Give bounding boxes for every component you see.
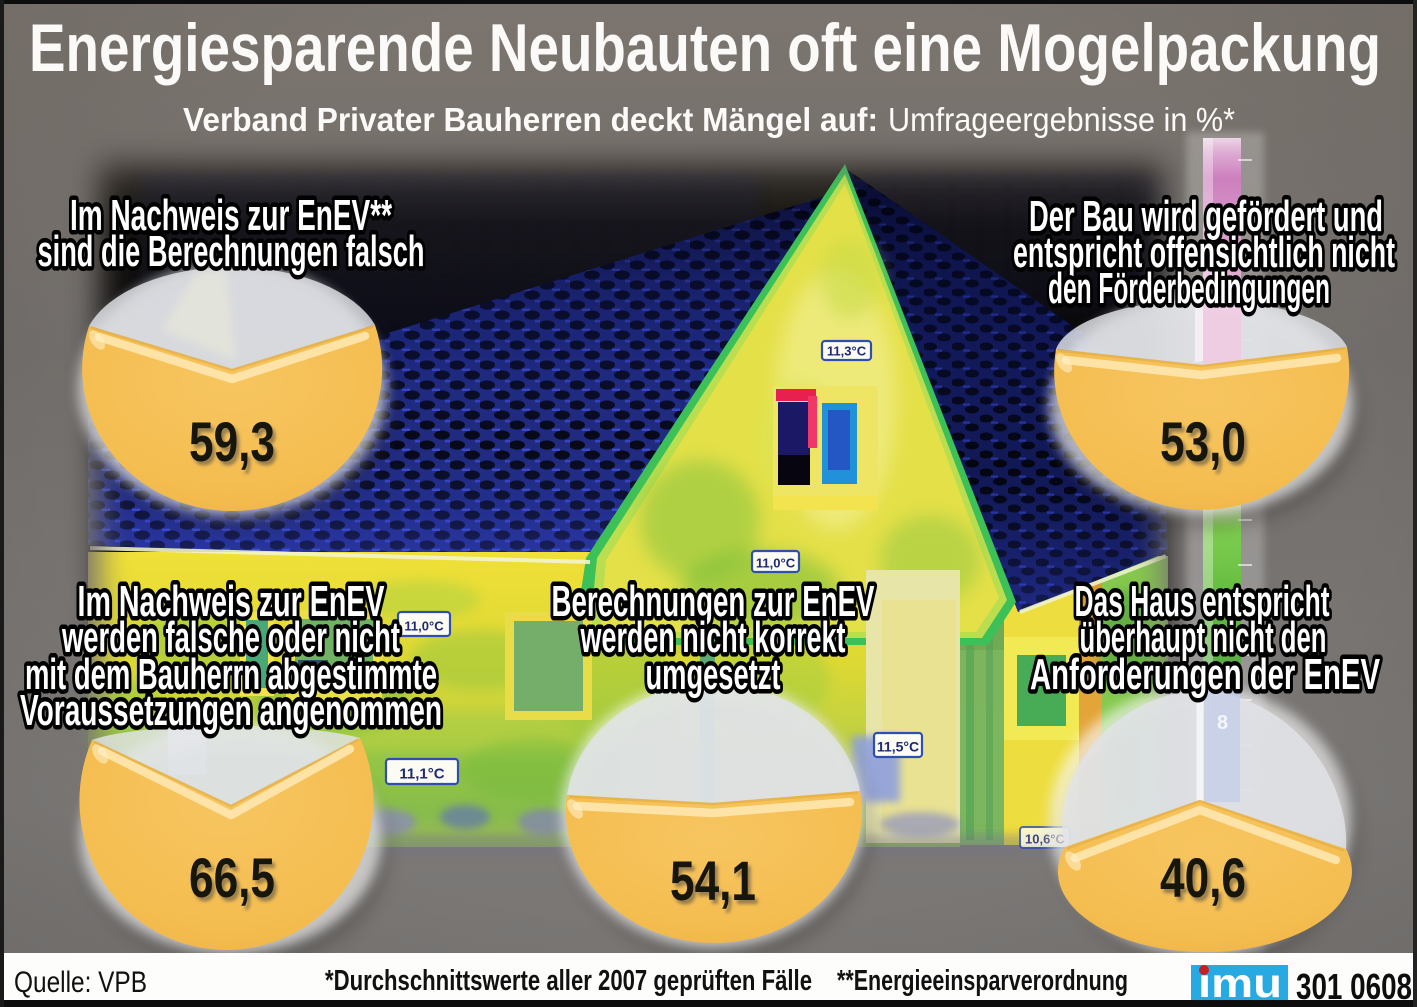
svg-text:54,1: 54,1: [670, 849, 756, 912]
svg-text:*Durchschnittswerte aller 2007: *Durchschnittswerte aller 2007 geprüften…: [325, 965, 812, 997]
svg-text:40,6: 40,6: [1160, 846, 1246, 909]
svg-text:sind die Berechnungen falsch: sind die Berechnungen falsch: [38, 227, 425, 276]
svg-text:8: 8: [1217, 712, 1228, 734]
svg-text:Voraussetzungen angenommen: Voraussetzungen angenommen: [20, 686, 442, 735]
svg-text:Berechnungen zur EnEV: Berechnungen zur EnEV: [552, 577, 875, 626]
svg-text:59,3: 59,3: [189, 410, 275, 473]
svg-text:umgesetzt: umgesetzt: [646, 650, 781, 699]
svg-text:überhaupt nicht den: überhaupt nicht den: [1080, 613, 1327, 662]
svg-text:Das Haus entspricht: Das Haus entspricht: [1075, 577, 1330, 626]
svg-text:werden nicht korrekt: werden nicht korrekt: [580, 613, 846, 662]
svg-text:den Förderbedingungen: den Förderbedingungen: [1048, 264, 1330, 313]
svg-text:ımu: ımu: [1198, 960, 1282, 1006]
svg-text:entspricht offensichtlich nich: entspricht offensichtlich nicht: [1013, 228, 1395, 277]
svg-text:11,0°C: 11,0°C: [404, 619, 444, 634]
svg-text:Im Nachweis zur EnEV**: Im Nachweis zur EnEV**: [70, 191, 393, 240]
svg-text:**Energieeinsparverordnung: **Energieeinsparverordnung: [837, 965, 1128, 997]
svg-text:301 0608: 301 0608: [1296, 966, 1412, 1007]
svg-text:11,3°C: 11,3°C: [827, 344, 867, 359]
svg-text:11,1°C: 11,1°C: [399, 766, 444, 783]
svg-text:Energiesparende Neubauten oft: Energiesparende Neubauten oft eine Mogel…: [29, 10, 1381, 86]
svg-text:Verband Privater Bauherren dec: Verband Privater Bauherren deckt Mängel …: [183, 101, 1235, 138]
svg-text:Im Nachweis zur EnEV: Im Nachweis zur EnEV: [78, 577, 385, 626]
svg-text:11,5°C: 11,5°C: [877, 739, 919, 755]
svg-text:Quelle: VPB: Quelle: VPB: [14, 966, 147, 999]
svg-text:mit dem Bauherrn abgestimmte: mit dem Bauherrn abgestimmte: [25, 650, 437, 699]
svg-text:Anforderungen der EnEV: Anforderungen der EnEV: [1030, 650, 1380, 699]
svg-text:11,0°C: 11,0°C: [756, 556, 796, 571]
svg-text:Der Bau wird gefördert und: Der Bau wird gefördert und: [1029, 192, 1383, 241]
svg-text:werden falsche oder nicht: werden falsche oder nicht: [61, 613, 400, 662]
svg-text:66,5: 66,5: [189, 846, 275, 909]
svg-text:53,0: 53,0: [1160, 410, 1246, 473]
